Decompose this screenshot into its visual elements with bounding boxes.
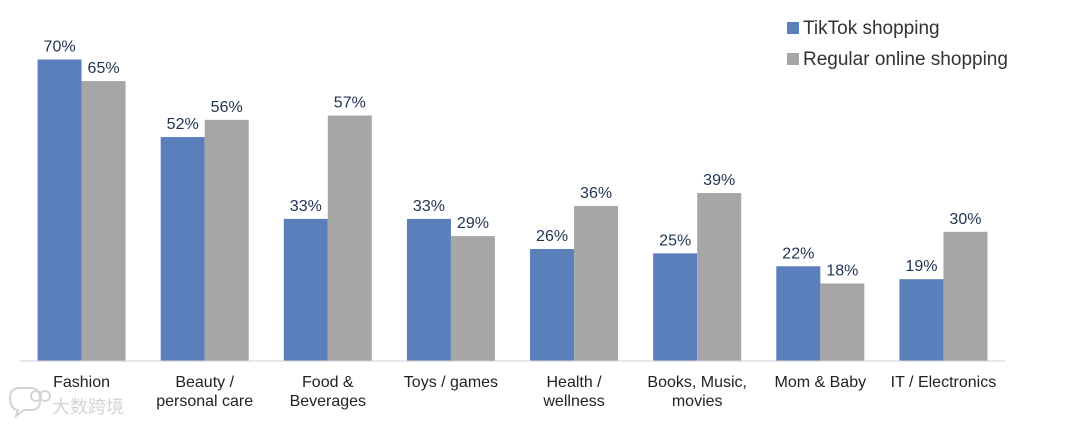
category-label-0: Fashion [53, 374, 110, 391]
value-labels-layer: 70% 65% 52% 56% 33% 57% 33% 29% 26% 36% 25% 39% 22% 1… [44, 39, 982, 280]
category-label-7: IT / Electronics [891, 374, 997, 391]
bar-regular-5 [697, 193, 742, 361]
watermark: 大数跨境 [8, 387, 124, 419]
category-label-2: Food & [302, 374, 354, 391]
value-label-tiktok-5: 25% [659, 232, 691, 249]
category-label-2: Beverages [290, 393, 367, 410]
value-label-regular-1: 56% [211, 99, 243, 116]
bar-tiktok-3 [406, 218, 451, 361]
bar-tiktok-2 [283, 218, 328, 361]
watermark-text: 大数跨境 [52, 397, 124, 418]
value-label-tiktok-2: 33% [290, 198, 322, 215]
value-label-tiktok-0: 70% [44, 39, 76, 56]
category-label-4: Health / [546, 374, 602, 391]
bar-regular-0 [81, 81, 126, 362]
legend-swatch-0 [787, 22, 799, 34]
category-label-1: Beauty / [175, 374, 234, 391]
value-label-tiktok-3: 33% [413, 198, 445, 215]
legend: TikTok shopping Regular online shopping [787, 18, 1008, 70]
value-label-regular-5: 39% [703, 172, 735, 189]
bar-regular-2 [327, 115, 372, 362]
category-labels-layer: Fashion Beauty / personal care Food & Bevera… [53, 374, 996, 410]
category-label-1: personal care [156, 393, 253, 410]
bar-tiktok-7 [899, 279, 944, 361]
bar-regular-6 [820, 283, 865, 361]
value-label-regular-4: 36% [580, 185, 612, 202]
category-label-4: wellness [542, 393, 604, 410]
bar-tiktok-1 [160, 137, 205, 361]
category-label-5: Books, Music, [647, 374, 747, 391]
bar-regular-1 [204, 119, 249, 362]
value-label-regular-3: 29% [457, 215, 489, 232]
legend-label-0: TikTok shopping [803, 18, 940, 39]
value-label-tiktok-6: 22% [782, 245, 814, 262]
legend-swatch-1 [787, 53, 799, 65]
bar-regular-7 [943, 231, 988, 361]
bar-tiktok-5 [653, 253, 698, 361]
value-label-regular-0: 65% [88, 60, 120, 77]
value-label-tiktok-7: 19% [905, 258, 937, 275]
bar-tiktok-6 [776, 266, 821, 361]
category-label-5: movies [672, 393, 723, 410]
bar-regular-4 [574, 205, 619, 361]
speech-bubble-logo-icon [8, 387, 51, 419]
category-label-3: Toys / games [404, 374, 498, 391]
value-label-regular-7: 30% [949, 211, 981, 228]
category-label-6: Mom & Baby [775, 374, 867, 391]
value-label-tiktok-1: 52% [167, 116, 199, 133]
bars-layer [37, 59, 988, 362]
bar-regular-3 [450, 236, 495, 361]
bar-tiktok-4 [530, 249, 575, 361]
value-label-regular-2: 57% [334, 95, 366, 112]
legend-label-1: Regular online shopping [803, 49, 1008, 70]
bar-tiktok-0 [37, 59, 82, 362]
value-label-regular-6: 18% [826, 262, 858, 279]
value-label-tiktok-4: 26% [536, 228, 568, 245]
